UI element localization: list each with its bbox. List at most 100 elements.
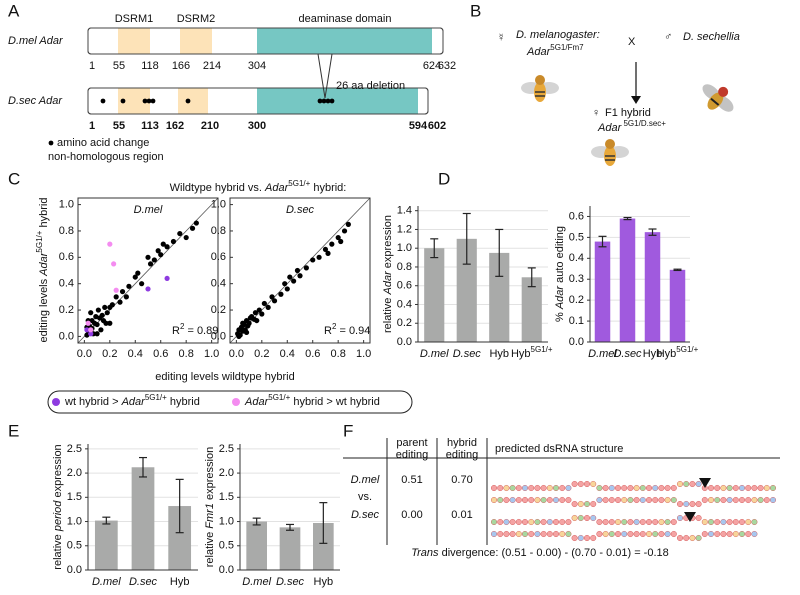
y-tick-label: 1.5 bbox=[67, 491, 82, 503]
y-tick-label: 0.4 bbox=[569, 252, 584, 264]
text-part: Hyb bbox=[657, 348, 677, 360]
sex-symbol: ☿ bbox=[497, 32, 505, 44]
aa-change-dot bbox=[321, 98, 327, 104]
point bbox=[89, 317, 95, 324]
y-tick-label: 0.1 bbox=[569, 315, 584, 327]
x-tick-label: 0.6 bbox=[305, 348, 320, 360]
nucleotide bbox=[584, 535, 591, 542]
x-tick-label: D.mel bbox=[588, 348, 617, 360]
nucleotide bbox=[534, 497, 541, 504]
text-part: hybrid > wt hybrid bbox=[290, 396, 380, 408]
point bbox=[145, 254, 151, 260]
text-part: relative bbox=[382, 294, 394, 333]
nucleotide bbox=[590, 501, 597, 508]
nucleotide bbox=[590, 535, 597, 542]
nucleotide bbox=[714, 531, 721, 538]
nucleotide bbox=[509, 485, 516, 492]
y-tick-label: 0.0 bbox=[397, 336, 412, 348]
nucleotide bbox=[720, 531, 727, 538]
point bbox=[88, 327, 94, 333]
deletion-label: 26 aa deletion bbox=[336, 80, 405, 92]
nucleotide bbox=[540, 497, 547, 504]
nucleotide bbox=[695, 535, 702, 542]
y-tick-label: 2.5 bbox=[67, 443, 82, 455]
nucleotide bbox=[577, 535, 584, 542]
text-part: Adar bbox=[264, 182, 290, 194]
y-axis-label: % Adar auto editing bbox=[554, 226, 566, 322]
nucleotide bbox=[646, 519, 653, 526]
nucleotide bbox=[670, 519, 677, 526]
nucleotide bbox=[553, 497, 560, 504]
text-part: 5G1/+ bbox=[35, 230, 44, 252]
gene-name: D.sec Adar bbox=[8, 95, 63, 107]
point bbox=[107, 320, 113, 326]
nucleotide bbox=[559, 531, 566, 538]
point bbox=[158, 252, 164, 258]
nucleotide bbox=[509, 497, 516, 504]
nucleotide bbox=[714, 519, 721, 526]
plot-frame bbox=[229, 197, 371, 344]
y-tick-label: 2.5 bbox=[219, 443, 234, 455]
table-cell: 0.51 bbox=[401, 474, 422, 486]
y-tick-label: 0.0 bbox=[211, 330, 226, 342]
nucleotide bbox=[683, 501, 690, 508]
dsrna-structures bbox=[491, 481, 777, 542]
point bbox=[322, 246, 329, 253]
nucleotide bbox=[627, 485, 634, 492]
panel-label: F bbox=[343, 421, 353, 440]
text-part: = 0.89 bbox=[184, 325, 218, 337]
position-label: 300 bbox=[248, 120, 266, 132]
nucleotide bbox=[714, 497, 721, 504]
position-label: 162 bbox=[166, 120, 184, 132]
aa-change-dot bbox=[142, 98, 148, 104]
table-header: predicted dsRNA structure bbox=[495, 443, 623, 455]
nucleotide bbox=[664, 497, 671, 504]
annotation: R2 = 0.89 bbox=[172, 322, 218, 337]
y-axis-label: relative period expression bbox=[52, 444, 64, 569]
position-label: 304 bbox=[248, 60, 266, 72]
nucleotide bbox=[491, 531, 498, 538]
nucleotide bbox=[503, 519, 510, 526]
point bbox=[84, 327, 90, 333]
position-label: 632 bbox=[438, 60, 456, 72]
point bbox=[93, 314, 99, 320]
point bbox=[177, 230, 183, 237]
nucleotide bbox=[596, 531, 603, 538]
point bbox=[183, 234, 189, 241]
y-axis-label: relative Adar expression bbox=[382, 215, 394, 333]
nucleotide bbox=[708, 519, 715, 526]
nucleotide bbox=[695, 501, 702, 508]
table-cell: 0.70 bbox=[451, 474, 472, 486]
x-tick-label: Hyb5G1/+ bbox=[511, 345, 553, 360]
nucleotide bbox=[621, 485, 628, 492]
nucleotide bbox=[565, 497, 572, 504]
text-part: period bbox=[52, 500, 64, 532]
y-axis-label: editing levels Adar5G1/+ hybrid bbox=[35, 198, 50, 343]
nucleotide bbox=[714, 485, 721, 492]
point bbox=[103, 320, 109, 326]
nucleotide bbox=[732, 497, 739, 504]
point bbox=[164, 275, 170, 282]
x-tick-label: Hyb bbox=[170, 576, 190, 588]
nucleotide bbox=[720, 497, 727, 504]
nucleotide bbox=[546, 531, 553, 538]
table-header: editing bbox=[396, 449, 428, 461]
x-tick-label: D.mel bbox=[92, 576, 121, 588]
point bbox=[256, 307, 262, 313]
nucleotide bbox=[602, 485, 609, 492]
nucleotide bbox=[608, 531, 615, 538]
nucleotide bbox=[571, 481, 578, 488]
arrow-head bbox=[631, 96, 641, 104]
text-part: auto editing bbox=[554, 226, 566, 286]
text-part: Adar bbox=[597, 122, 623, 134]
point bbox=[303, 265, 309, 271]
y-tick-label: 0.0 bbox=[569, 336, 584, 348]
edit-site-marker bbox=[699, 478, 711, 488]
text-part: 2 bbox=[332, 322, 337, 331]
nucleotide bbox=[565, 485, 572, 492]
y-tick-label: 0.8 bbox=[211, 225, 226, 237]
y-tick-label: 0.4 bbox=[397, 298, 412, 310]
nucleotide bbox=[565, 519, 572, 526]
point bbox=[291, 278, 297, 284]
